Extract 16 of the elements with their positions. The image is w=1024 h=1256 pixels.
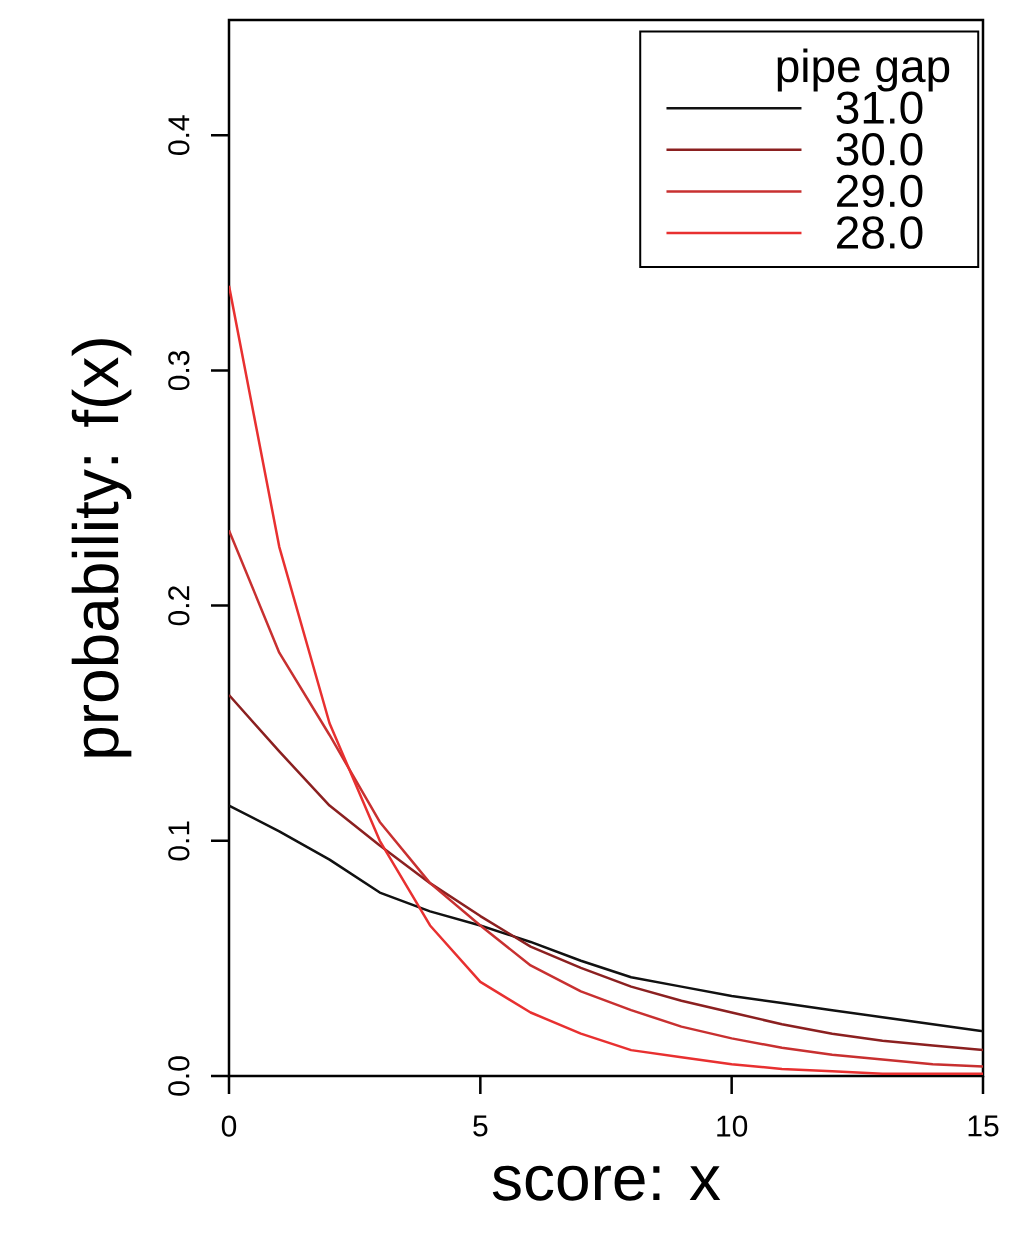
y-tick-label: 0.4 xyxy=(168,115,190,155)
y-tick-label: 0.1 xyxy=(168,821,190,861)
y-tick-label: 0.2 xyxy=(168,586,190,626)
legend-label: 28.0 xyxy=(837,216,923,249)
x-tick-label: 15 xyxy=(968,1115,999,1137)
x-tick-label: 0 xyxy=(221,1115,237,1137)
legend-label: 30.0 xyxy=(836,133,923,166)
x-axis-title: score: x xyxy=(492,1165,721,1201)
legend-title: pipe gap xyxy=(777,48,950,92)
x-tick-label: 10 xyxy=(717,1115,748,1137)
y-tick-label: 0.0 xyxy=(168,1056,190,1096)
legend-label: 31.0 xyxy=(836,91,923,124)
y-axis-title: probability: f(x) xyxy=(71,339,132,757)
legend-label: 29.0 xyxy=(837,174,923,208)
x-tick-label: 5 xyxy=(473,1115,488,1137)
y-tick-label: 0.3 xyxy=(168,350,190,391)
